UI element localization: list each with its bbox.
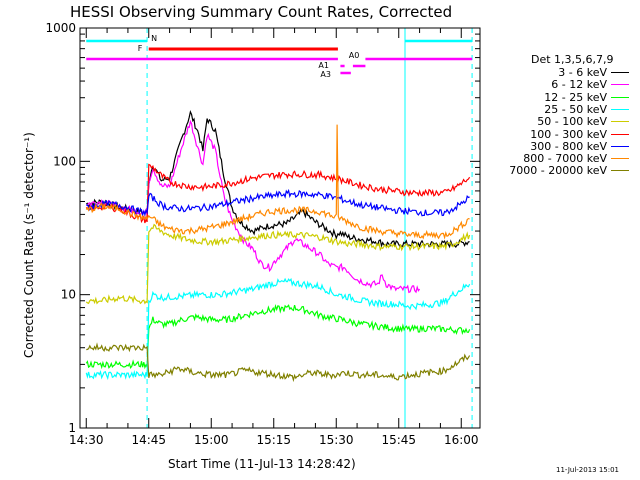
y-axis: 1 10 100 1000 [45,21,480,435]
y-tick-label-2: 100 [53,154,76,168]
x-tick-label-3: 15:15 [256,433,291,447]
legend-item: 800 - 7000 keV [470,152,640,166]
chart-title: HESSI Observing Summary Count Rates, Cor… [70,3,452,21]
x-tick-label-4: 15:30 [319,433,354,447]
x-tick-label-0: 14:30 [69,433,104,447]
legend-label: 50 - 100 keV [537,115,607,129]
x-tick-label-6: 16:00 [444,433,479,447]
legend-label: 800 - 7000 keV [523,152,607,166]
legend-swatch [611,145,629,147]
series-line-4 [85,223,471,305]
legend-item: 12 - 25 keV [470,90,640,104]
x-tick-label-1: 14:45 [131,433,166,447]
state-label-6: A1 [318,61,329,70]
legend-label: 25 - 50 keV [544,102,607,116]
legend-swatch [611,84,629,86]
legend-item: 50 - 100 keV [470,115,640,129]
y-tick-label-3: 1000 [45,21,76,35]
legend-title: Det 1,3,5,6,7,9 [531,53,614,66]
plot-frame [79,27,481,429]
x-axis-label: Start Time (11-Jul-13 14:28:42) [168,457,356,471]
legend-item: 6 - 12 keV [470,78,640,92]
series-line-7 [85,124,470,240]
series-line-1 [86,119,421,294]
legend-swatch [611,170,629,172]
state-label-0: N [151,34,157,43]
legend-swatch [611,96,629,98]
state-label-2: F [138,44,143,53]
legend-item: 25 - 50 keV [470,102,640,116]
x-tick-label-5: 15:45 [381,433,416,447]
legend-label: 12 - 25 keV [544,90,607,104]
state-label-8: A3 [320,70,331,79]
x-axis: 14:30 14:45 15:00 15:15 15:30 15:45 16:00 [69,28,479,447]
legend-swatch [611,133,629,135]
series-line-8 [86,342,471,383]
series-line-0 [86,110,470,249]
legend-swatch [611,108,629,110]
series-line-6 [85,188,470,218]
legend-item: 7000 - 20000 keV [470,164,640,178]
state-label-5: A0 [349,51,360,60]
legend-label: 100 - 300 keV [530,127,607,141]
legend-label: 6 - 12 keV [551,78,607,92]
legend-item: 100 - 300 keV [470,127,640,141]
y-tick-label-1: 10 [61,288,76,302]
legend-label: 3 - 6 keV [558,66,607,79]
plot-date: 11-Jul-2013 15:01 [556,466,620,474]
legend-label: 300 - 800 keV [530,139,607,153]
legend-swatch [611,72,629,73]
series-line-2 [85,304,471,370]
legend-label: 7000 - 20000 keV [509,164,607,178]
legend-swatch [611,158,629,160]
legend-item: 300 - 800 keV [470,139,640,153]
x-tick-label-2: 15:00 [194,433,229,447]
series-line-5 [85,163,471,224]
legend-swatch [611,121,629,123]
y-tick-label-0: 1 [68,421,76,435]
legend-item: 3 - 6 keV [470,66,640,79]
series-line-3 [85,277,471,381]
y-axis-label: Corrected Count Rate (s⁻¹ detector⁻¹) [22,132,36,358]
